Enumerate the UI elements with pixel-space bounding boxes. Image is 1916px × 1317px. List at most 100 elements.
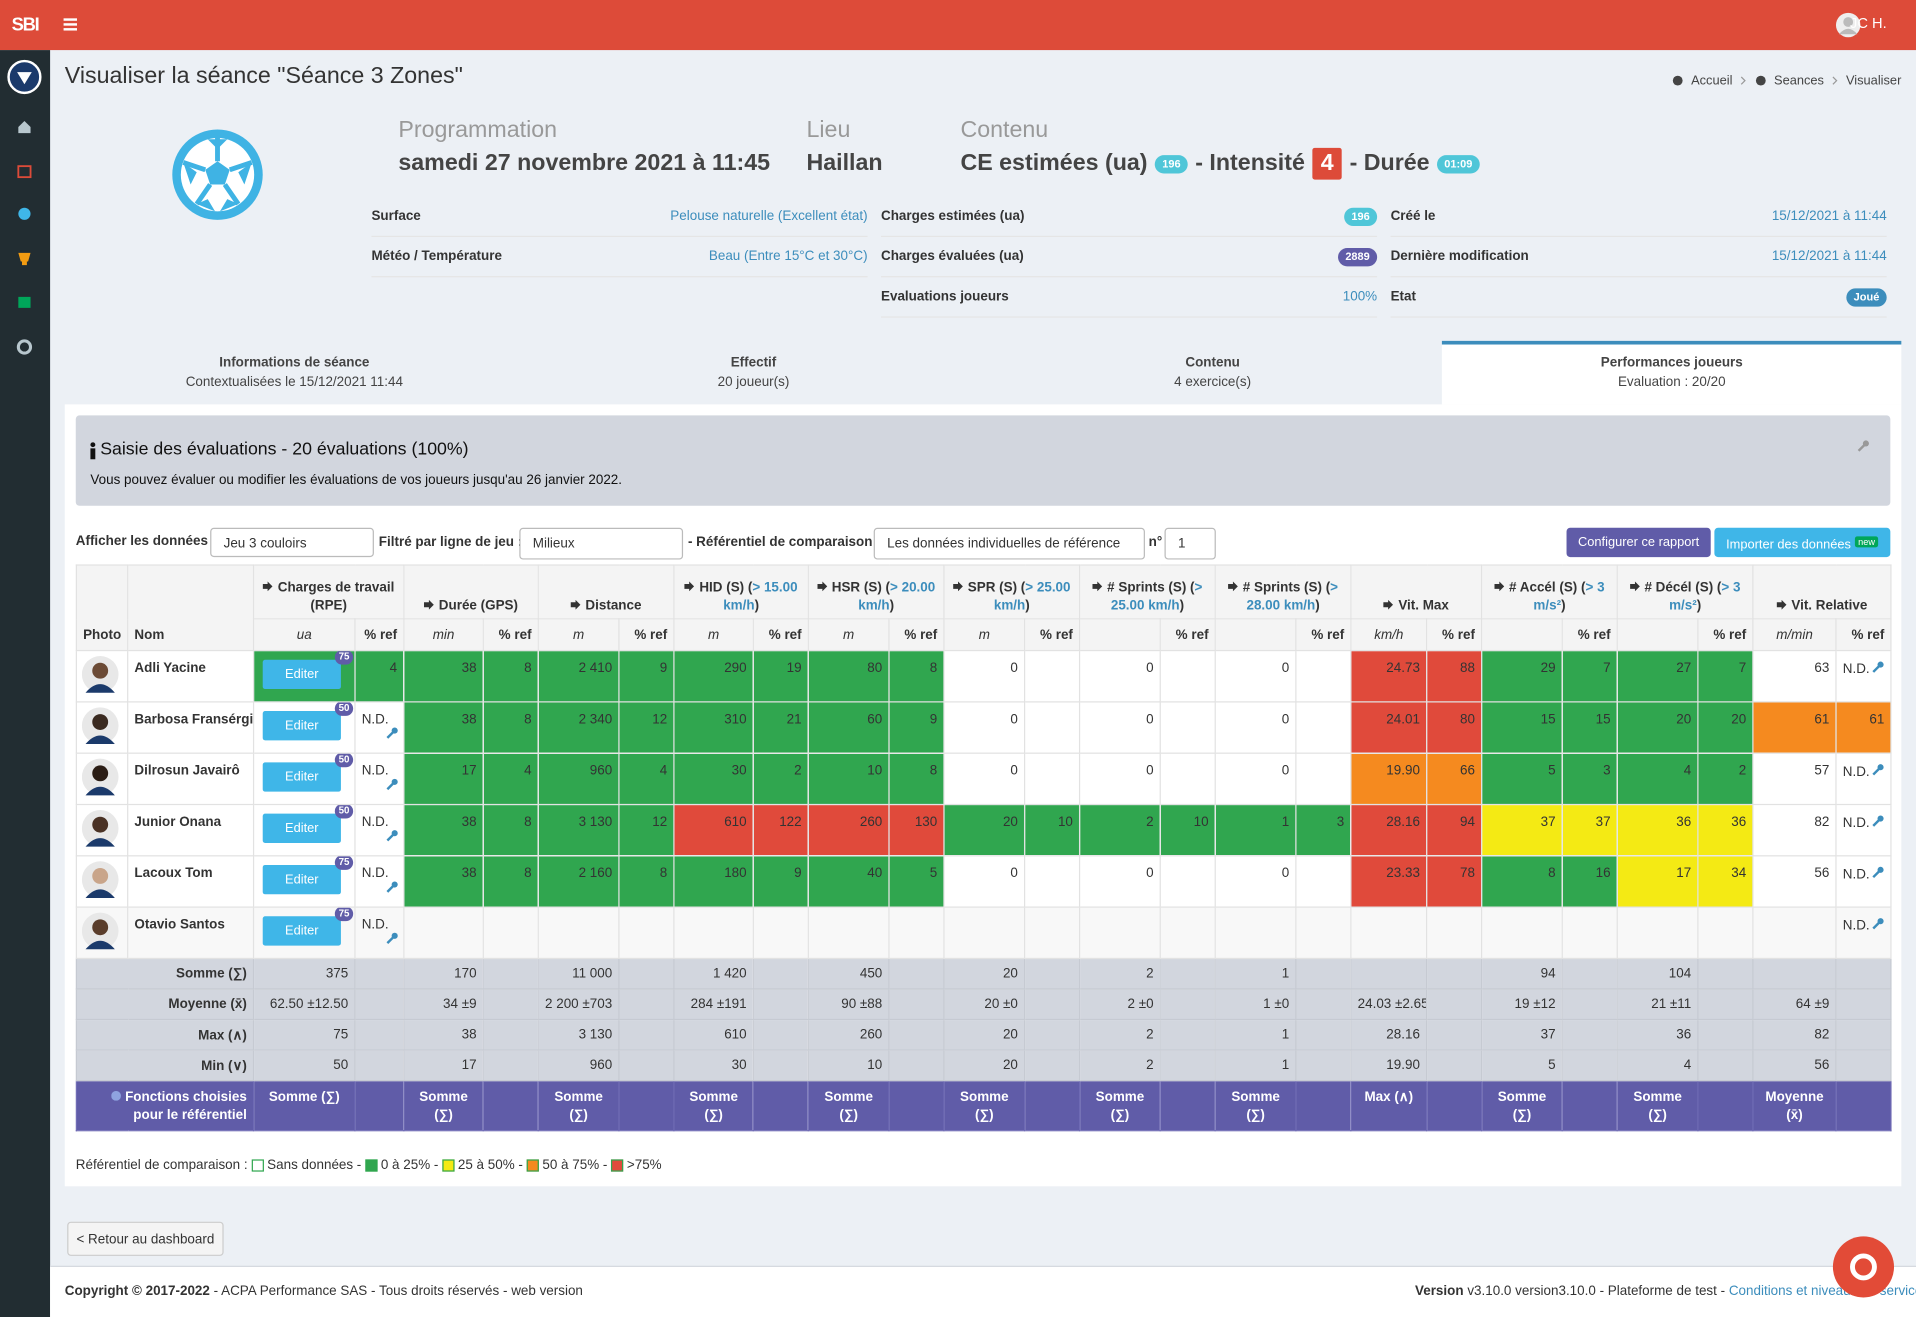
player-name: Barbosa Fransérgio (127, 701, 255, 754)
pct-value: N.D. (361, 712, 389, 727)
pct-value: 3 (1603, 763, 1611, 779)
value: 310 (724, 712, 747, 727)
pct-value: 8 (929, 763, 938, 779)
pct-cell (1159, 649, 1216, 703)
chevron (1740, 76, 1746, 85)
detail-value[interactable]: Beau (Entre 15°C et 30°C) (708, 249, 868, 264)
select[interactable]: Milieux (519, 527, 684, 560)
value: 2 (1146, 1027, 1154, 1043)
pct-cell: 5 (888, 855, 945, 908)
value: 82 (1814, 1027, 1830, 1043)
pct-cell: 7 (1561, 649, 1618, 703)
session-icon (172, 129, 263, 220)
back-button[interactable]: < Retour au dashboard (67, 1221, 224, 1256)
legend-item: >75% (626, 1158, 662, 1173)
detail-row: Charges évaluées (ua) 2889 (881, 237, 1378, 278)
select[interactable]: 1 (1164, 527, 1216, 560)
stat-value: 284 ±191 (673, 988, 754, 1021)
value-cell: 0 (943, 855, 1026, 908)
wrench (386, 932, 398, 945)
stat-value: 610 (673, 1018, 754, 1051)
select[interactable]: Jeu 3 couloirs (210, 527, 374, 558)
badge: 196 (1154, 154, 1188, 173)
icon (1776, 599, 1787, 610)
user-name[interactable]: JC H. (1850, 14, 1887, 32)
logo[interactable]: SBI (11, 14, 40, 36)
pct-header: % ref (618, 618, 675, 652)
stat-empty (1697, 988, 1754, 1021)
icon (1494, 581, 1505, 592)
table-head: Photo Nom Charges de travail (RPE) Durée (G… (75, 564, 1892, 652)
unit-header: m (673, 618, 754, 652)
edit-button[interactable]: Editer 50 (262, 754, 354, 792)
pct-value: 8 (524, 660, 532, 676)
value: 34 ±9 (443, 996, 477, 1012)
detail-value[interactable]: 100% (1342, 289, 1378, 305)
stat-empty (1426, 988, 1483, 1021)
value-cell: 8 (1481, 855, 1563, 908)
value-cell: 40 (807, 855, 890, 908)
value-cell: 0 (1079, 649, 1161, 703)
header-cell: Photo (75, 564, 129, 652)
breadcrumb-item[interactable]: Accueil (1691, 73, 1733, 88)
stat-empty (1426, 957, 1483, 990)
edit-button[interactable]: Editer 75 (262, 651, 354, 690)
function-empty (1159, 1079, 1216, 1132)
edit-button[interactable]: Editer 75 (262, 908, 354, 946)
detail-value[interactable]: 15/12/2021 à 11:44 (1771, 208, 1887, 224)
detail-value[interactable]: Pelouse naturelle (Excellent état) (670, 208, 868, 224)
edit-button[interactable]: Editer 75 (262, 857, 354, 895)
edit-button[interactable]: Editer 50 (262, 703, 354, 741)
value-cell: 82 (1752, 803, 1837, 857)
group-threshold: > 3 m/s² (1533, 580, 1605, 614)
detail-value[interactable]: 15/12/2021 à 11:44 (1771, 249, 1887, 264)
group-threshold: > 28.00 km/h (1246, 580, 1339, 614)
stat-row: Moyenne (x̄) 62.50 ±12.50 34 ±9 2 200 ±703 2… (75, 988, 1892, 1021)
stat-empty (1561, 1018, 1618, 1051)
help-button[interactable] (1832, 1235, 1896, 1299)
value-cell: 260 (807, 803, 890, 857)
tab[interactable]: Performances joueurs Evaluation : 20/20 (1442, 340, 1902, 405)
group-close: ) (1315, 598, 1320, 614)
function-empty (1561, 1079, 1618, 1132)
value-cell: 15 (1481, 701, 1563, 754)
import-button[interactable]: Importer des données new (1714, 527, 1891, 558)
wrench (1872, 866, 1884, 879)
label: Importer des données (1726, 537, 1851, 553)
chevron (1832, 76, 1838, 85)
stat-label: Moyenne (x̄) (75, 988, 255, 1021)
tab[interactable]: Effectif 20 joueur(s) (524, 341, 983, 405)
value: 4 (1683, 763, 1692, 779)
stat-empty (1835, 988, 1892, 1021)
value: 1 (1281, 1027, 1290, 1043)
edit-button[interactable]: Editer 50 (262, 805, 354, 843)
pct-value: 12 (652, 814, 668, 830)
icon (1228, 581, 1238, 592)
tab[interactable]: Contenu 4 exercice(s) (983, 341, 1442, 405)
unit-header (1079, 618, 1161, 652)
function-empty (888, 1079, 945, 1132)
menu-toggle[interactable] (63, 17, 79, 32)
pct-header: % ref (482, 618, 539, 652)
tab[interactable]: Informations de séance Contextualisées le… (65, 341, 524, 405)
group-label: Durée (GPS) (438, 598, 518, 614)
value: 0 (1010, 712, 1018, 727)
configure-button[interactable]: Configurer ce rapport (1566, 527, 1711, 558)
value: 0 (1281, 866, 1290, 881)
value-cell: 3 130 (537, 803, 620, 857)
select[interactable]: Les données individuelles de référence (873, 527, 1145, 560)
value: 36 (1676, 814, 1692, 830)
function-empty (1426, 1079, 1483, 1132)
wrench[interactable] (1857, 440, 1869, 452)
function-empty (1697, 1079, 1754, 1132)
breadcrumb-item[interactable]: Seances (1774, 73, 1824, 88)
stat-value: 960 (537, 1049, 620, 1082)
detail-label: Etat (1390, 289, 1416, 305)
pct-value: 16 (1595, 866, 1611, 881)
value-cell: 20 (1616, 701, 1699, 754)
tab-title: Performances joueurs (1600, 355, 1743, 371)
value: 1 420 (713, 966, 747, 982)
user-avatar[interactable] (1835, 12, 1861, 38)
value-cell: 63 (1752, 649, 1837, 703)
sidebar-icons[interactable] (0, 50, 50, 392)
